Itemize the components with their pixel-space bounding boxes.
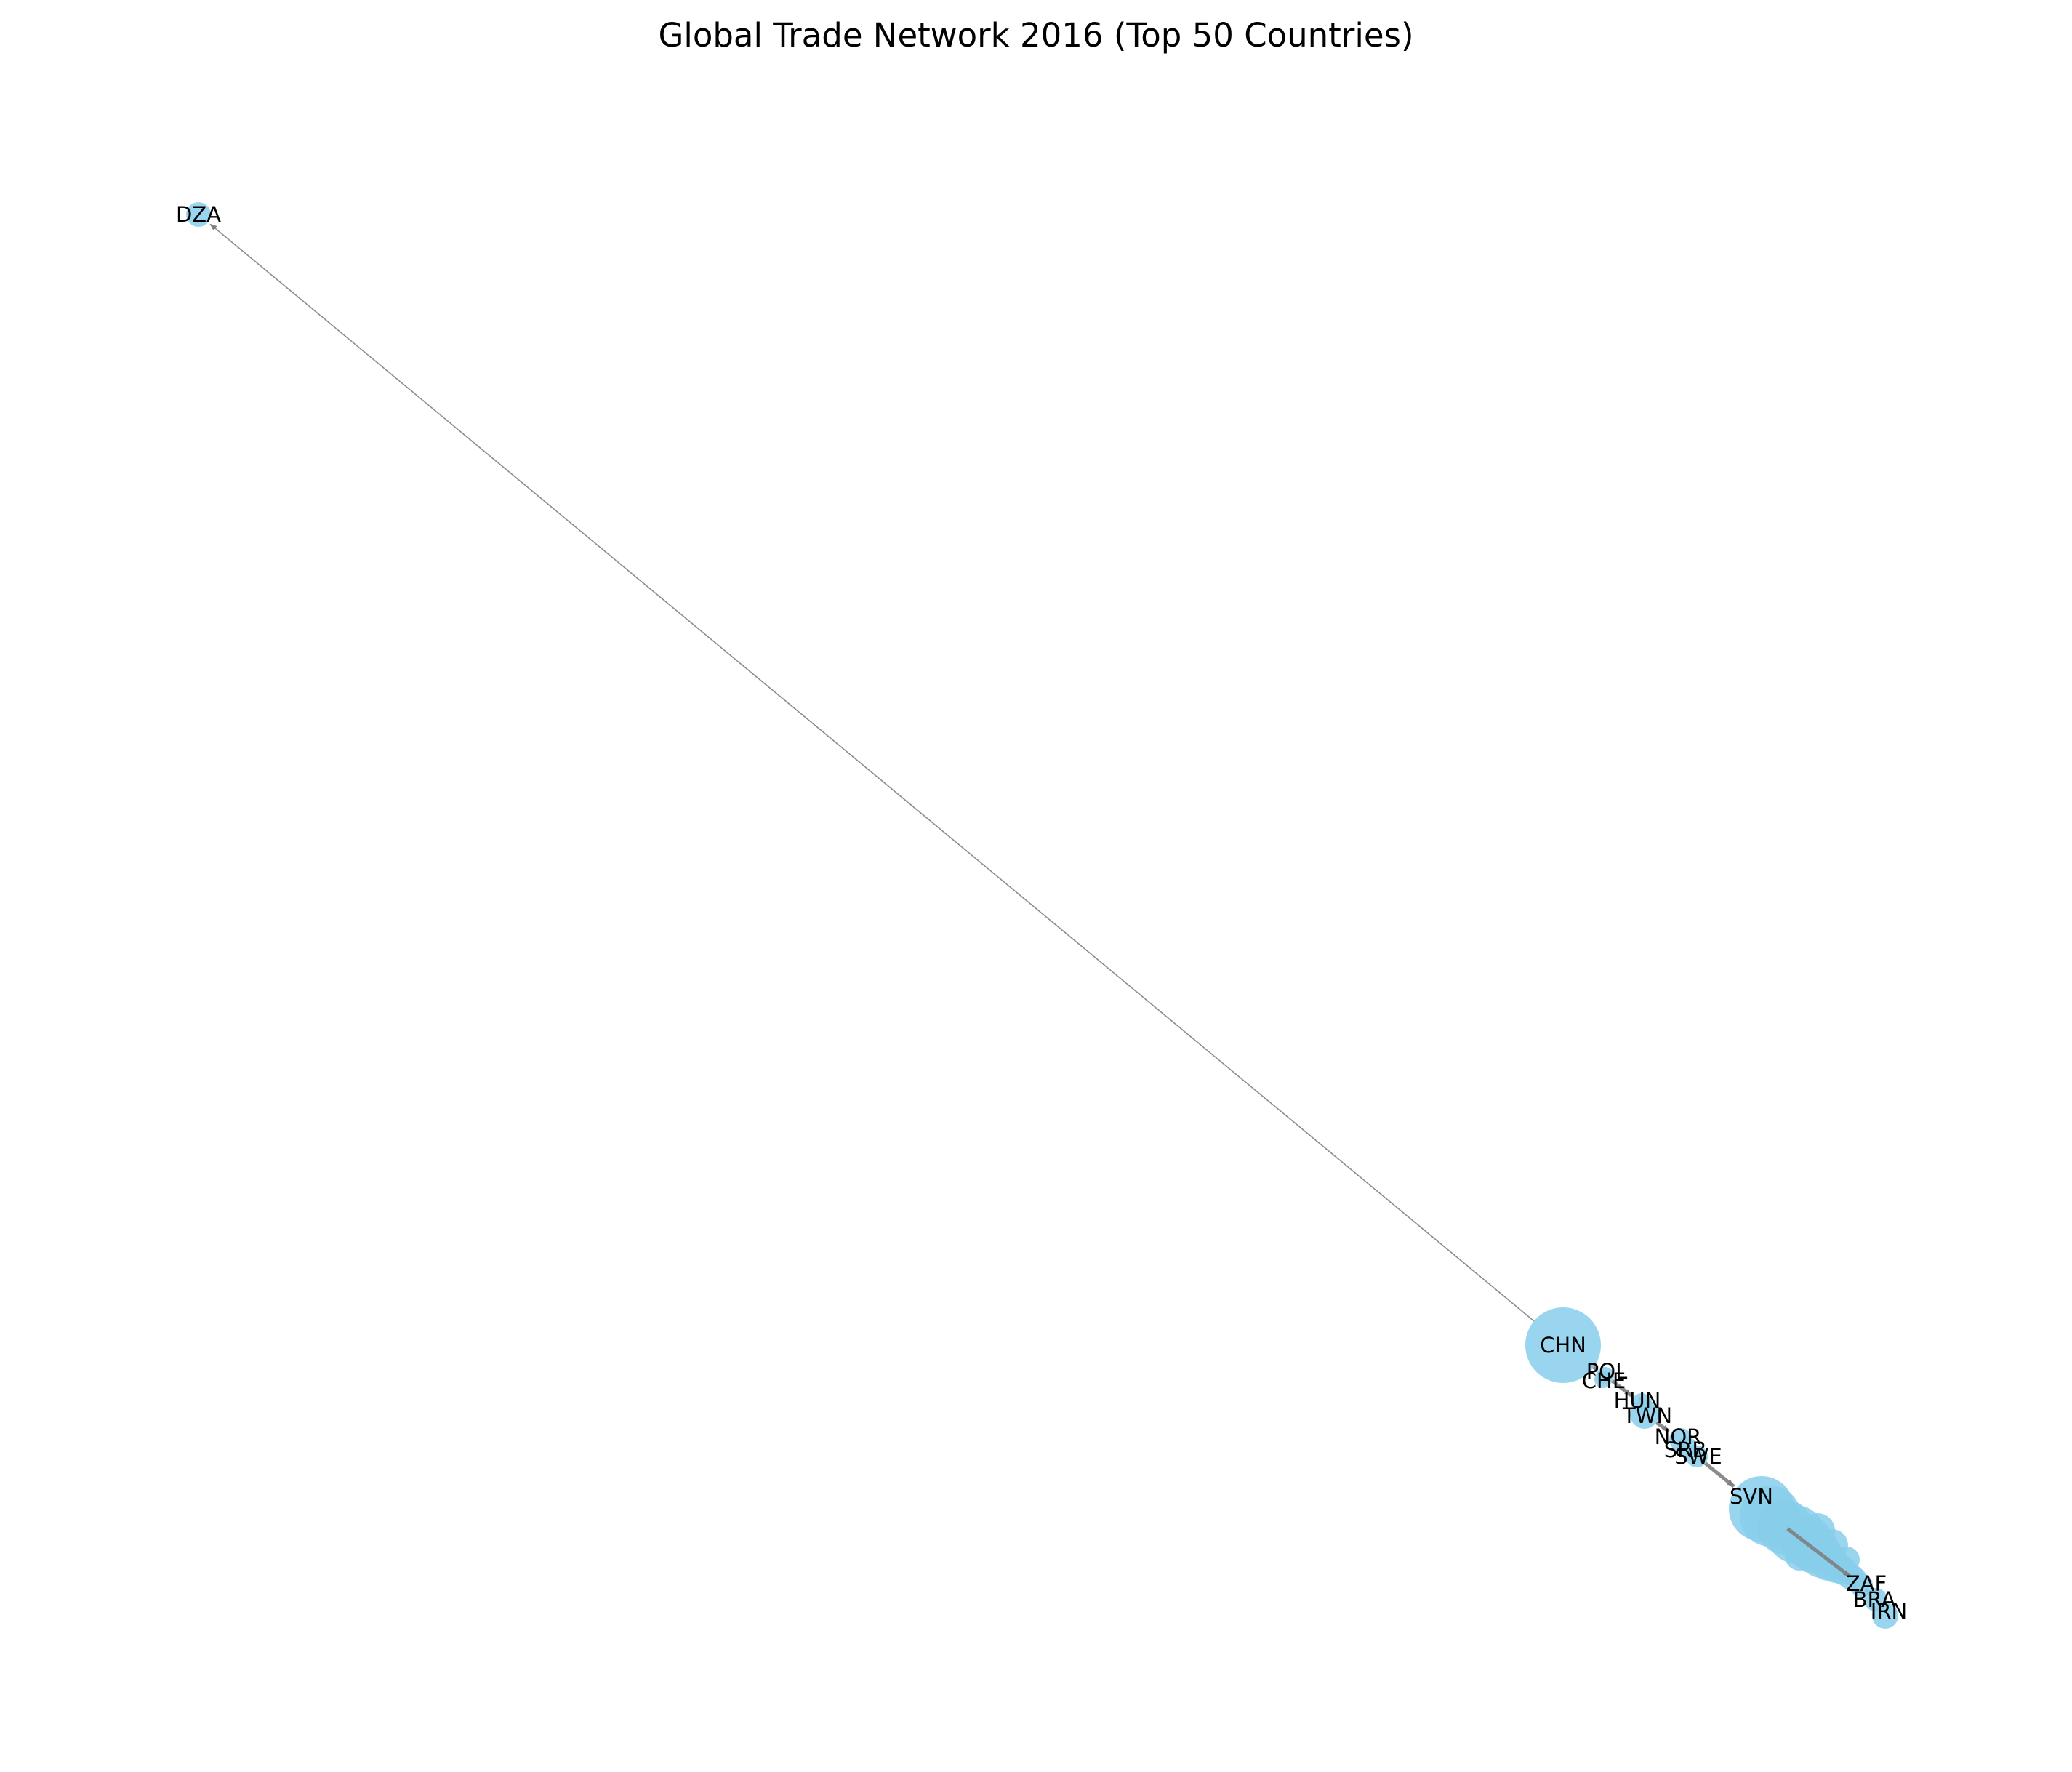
node-layer — [186, 202, 1898, 1629]
node-label-hun: HUN — [1614, 1388, 1661, 1413]
node-label-twn: TWN — [1622, 1403, 1672, 1428]
edge-chn-pol — [1589, 1363, 1597, 1371]
node-dza — [186, 202, 211, 227]
node-zaf — [1850, 1573, 1873, 1597]
edge-svn-zaf — [1786, 1527, 1851, 1578]
cluster-node — [1834, 1547, 1860, 1573]
node-twn — [1630, 1400, 1659, 1429]
node-label-srb: SRB — [1664, 1438, 1706, 1462]
node-label-pol: POL — [1586, 1359, 1627, 1384]
edge-swe-svn — [1704, 1462, 1735, 1488]
node-label-nor: NOR — [1655, 1424, 1702, 1449]
edge-twn-nor — [1655, 1421, 1671, 1433]
node-label-irn: IRN — [1871, 1599, 1907, 1624]
edge-chn-dza — [209, 223, 1535, 1322]
node-swe — [1686, 1446, 1708, 1467]
edge-pol-hun — [1611, 1379, 1633, 1398]
node-label-bra: BRA — [1853, 1587, 1896, 1612]
node-label-swe: SWE — [1674, 1444, 1722, 1469]
node-irn — [1872, 1603, 1898, 1629]
node-label-chn: CHN — [1540, 1333, 1586, 1358]
node-label-zaf: ZAF — [1846, 1571, 1887, 1596]
node-che — [1594, 1371, 1612, 1388]
node-label-dza: DZA — [176, 202, 221, 227]
node-chn — [1525, 1307, 1601, 1383]
node-label-svn: SVN — [1730, 1484, 1773, 1509]
node-label-che: CHE — [1582, 1368, 1626, 1393]
chart-title: Global Trade Network 2016 (Top 50 Countr… — [658, 16, 1414, 55]
node-svn — [1729, 1476, 1794, 1542]
cluster-node — [1785, 1542, 1814, 1571]
